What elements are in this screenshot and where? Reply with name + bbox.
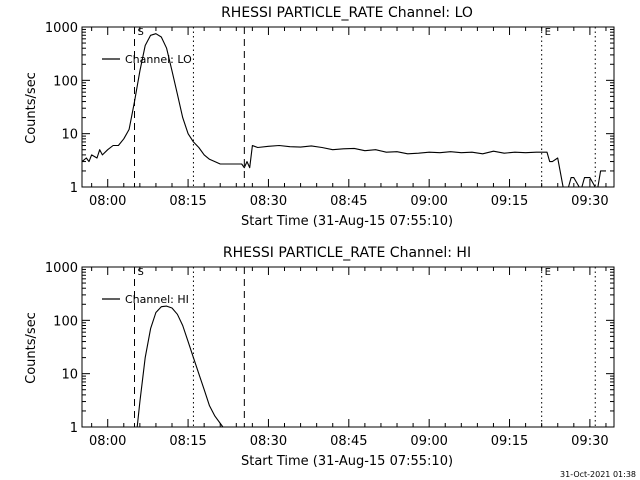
plot-frame <box>81 266 615 428</box>
x-tick-label: 09:00 <box>410 434 447 449</box>
y-tick-label: 10 <box>61 128 78 143</box>
panel-hi-channel: RHESSI PARTICLE_RATE Channel: HI 08:00 08… <box>24 245 615 469</box>
x-tick-label: 09:15 <box>491 434 528 449</box>
chart-title-hi: RHESSI PARTICLE_RATE Channel: HI <box>223 245 471 261</box>
footer-timestamp: 31-Oct-2021 01:38 <box>560 470 636 479</box>
marker-label: E <box>545 267 551 278</box>
legend-label-hi: Channel: HI <box>125 293 189 306</box>
x-tick-label: 08:00 <box>89 434 126 449</box>
x-tick-label: 08:00 <box>89 194 126 209</box>
x-tick-label: 09:30 <box>571 194 608 209</box>
series-line <box>81 33 606 188</box>
y-tick-label: 1000 <box>45 21 78 36</box>
y-tick-label: 1 <box>70 421 78 436</box>
plot-area-lo: 08:00 08:15 08:30 08:45 09:00 09:15 09:30 1 10 10… <box>45 21 615 209</box>
y-axis-label-lo: Counts/sec <box>24 72 39 144</box>
x-tick-label: 09:15 <box>491 194 528 209</box>
y-tick-label: 100 <box>53 314 78 329</box>
y-tick-label: 10 <box>61 368 78 383</box>
legend-label-lo: Channel: LO <box>125 53 192 66</box>
x-axis-label-lo: Start Time (31-Aug-15 07:55:10) <box>241 214 453 229</box>
marker-label: S <box>138 267 144 278</box>
y-tick-label: 1 <box>70 181 78 196</box>
x-tick-label: 08:45 <box>330 194 367 209</box>
x-tick-label: 09:00 <box>410 194 447 209</box>
marker-label: S <box>138 27 144 38</box>
x-tick-label: 09:30 <box>571 434 608 449</box>
x-tick-label: 08:15 <box>169 434 206 449</box>
x-tick-label: 08:30 <box>250 194 287 209</box>
x-tick-label: 08:15 <box>169 194 206 209</box>
y-tick-label: 100 <box>53 74 78 89</box>
x-tick-label: 08:30 <box>250 434 287 449</box>
panel-lo-channel: RHESSI PARTICLE_RATE Channel: LO 08:00 08… <box>24 5 615 229</box>
series-line <box>136 305 224 428</box>
x-axis-label-hi: Start Time (31-Aug-15 07:55:10) <box>241 454 453 469</box>
y-tick-label: 1000 <box>45 261 78 276</box>
chart-title-lo: RHESSI PARTICLE_RATE Channel: LO <box>221 5 473 21</box>
y-axis-label-hi: Counts/sec <box>24 312 39 384</box>
plot-area-hi: 08:00 08:15 08:30 08:45 09:00 09:15 09:30 1 10 10… <box>45 261 615 449</box>
plot-frame <box>81 26 615 188</box>
x-tick-label: 08:45 <box>330 434 367 449</box>
marker-label: E <box>545 27 551 38</box>
